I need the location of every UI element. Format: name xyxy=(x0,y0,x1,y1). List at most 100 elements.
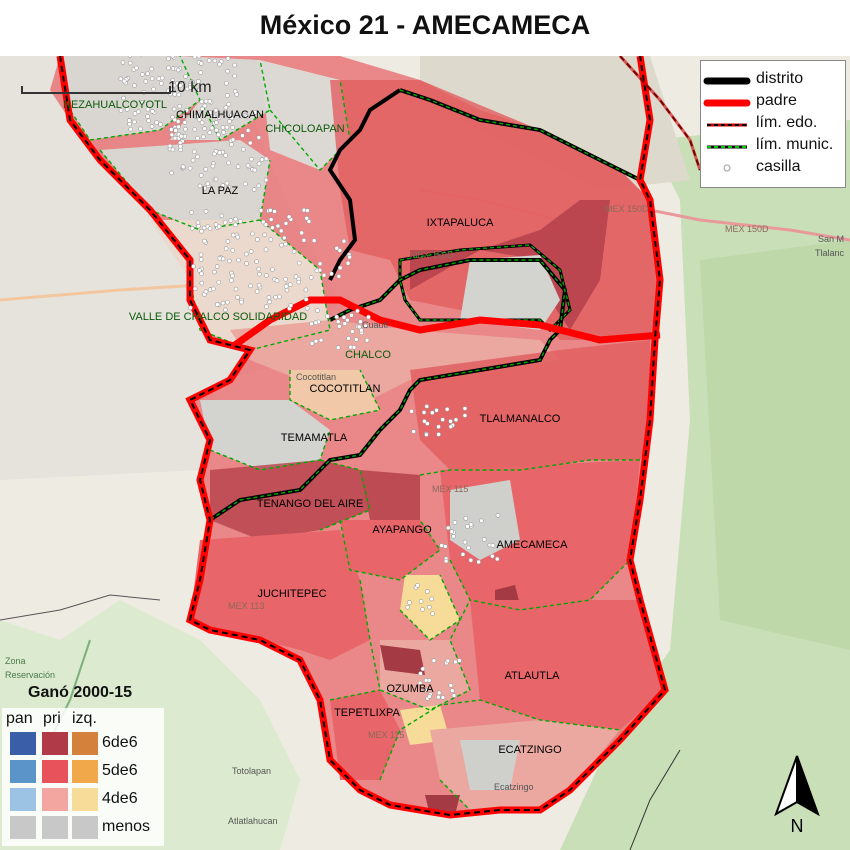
muni-ozumba-dark xyxy=(380,645,425,675)
polling-station-dot xyxy=(126,118,132,123)
label-ozumba: OZUMBA xyxy=(386,683,434,695)
polling-station-dot xyxy=(212,58,218,64)
polling-station-dot xyxy=(139,100,145,105)
polling-station-dot xyxy=(266,295,272,300)
polling-station-dot xyxy=(170,77,176,83)
polling-station-dot xyxy=(193,114,199,119)
polling-station-dot xyxy=(209,125,215,131)
polling-station-dot xyxy=(268,217,274,222)
polling-station-dot xyxy=(145,71,150,76)
polling-station-dot xyxy=(224,93,230,98)
polling-station-dot xyxy=(207,226,213,231)
legend-symbol-casilla xyxy=(723,164,731,172)
polling-station-dot xyxy=(203,289,209,294)
polling-station-dot xyxy=(178,143,183,149)
polling-station-dot xyxy=(202,185,207,191)
polling-station-dot xyxy=(212,269,217,275)
winner-row-menos: menos xyxy=(102,818,151,835)
polling-station-dot xyxy=(453,417,459,423)
polling-station-dot xyxy=(256,282,262,288)
polling-station-dot xyxy=(233,216,238,222)
polling-station-dot xyxy=(240,133,245,138)
polling-station-dot xyxy=(216,224,222,229)
polling-station-dot xyxy=(197,268,202,273)
polling-station-dot xyxy=(216,115,222,120)
polling-station-dot xyxy=(198,61,204,66)
polling-station-dot xyxy=(443,558,449,564)
polling-station-dot xyxy=(202,103,208,109)
polling-station-dot xyxy=(445,525,451,531)
map-title: México 21 - AMECAMECA xyxy=(259,10,591,40)
state-boundary-north-red xyxy=(618,56,702,171)
swatch-izq-6de6 xyxy=(72,732,98,755)
polling-station-dot xyxy=(226,160,231,166)
polling-station-dot xyxy=(245,163,251,168)
polling-station-dot xyxy=(252,167,258,173)
polling-station-dot xyxy=(233,286,239,292)
winner-col-izq: izq. xyxy=(72,710,97,727)
muni-vallechalco xyxy=(150,220,330,350)
polling-station-dot xyxy=(199,280,205,286)
polling-station-dot xyxy=(223,246,229,251)
polling-station-dot xyxy=(436,432,441,437)
polling-station-dot xyxy=(176,124,181,130)
basemap-label-14: MEX 115 xyxy=(368,730,404,740)
polling-station-dot xyxy=(173,128,178,133)
polling-station-dot xyxy=(434,408,439,413)
polling-station-dot xyxy=(196,117,202,122)
polling-station-dot xyxy=(421,410,427,415)
polling-station-dot xyxy=(270,267,275,272)
polling-station-dot xyxy=(149,66,154,72)
polling-station-dot xyxy=(270,225,275,230)
polling-station-dot xyxy=(272,209,277,214)
polling-station-dot xyxy=(216,279,222,285)
polling-station-dot xyxy=(335,345,341,351)
polling-station-dot xyxy=(175,67,181,73)
state-road xyxy=(0,283,201,302)
polling-station-dot xyxy=(183,74,188,79)
polling-station-dot xyxy=(347,254,352,260)
basemap-label-1: MEX 150D xyxy=(725,224,769,234)
polling-station-dot xyxy=(224,180,230,186)
basemap-label-7: Cocotitlan xyxy=(296,372,336,382)
polling-station-dot xyxy=(430,410,435,416)
north-arrow-icon: N xyxy=(774,755,820,836)
polling-station-dot xyxy=(262,232,268,238)
polling-station-dot xyxy=(286,214,292,220)
label-chalco: CHALCO xyxy=(345,349,391,361)
polling-station-dot xyxy=(359,327,364,333)
label-tepetlixpa: TEPETLIXPA xyxy=(334,707,400,719)
polling-station-dot xyxy=(202,126,207,131)
winner-legend-title: Ganó 2000-15 xyxy=(28,684,133,701)
legend-label-lim-edo: lím. edo. xyxy=(756,114,818,131)
polling-station-dot xyxy=(225,56,231,61)
swatch-pri-4de6 xyxy=(42,788,68,811)
label-tlalmanalco: TLALMANALCO xyxy=(480,413,561,425)
polling-station-dot xyxy=(420,607,425,612)
basemap-label-2: MEX 150D xyxy=(410,250,454,260)
parent-boundary xyxy=(56,56,669,819)
muni-tepetlixpa xyxy=(330,690,400,780)
polling-station-dot xyxy=(283,241,288,247)
polling-station-dot xyxy=(230,232,236,238)
polling-station-dot xyxy=(213,222,219,227)
polling-station-dot xyxy=(337,248,343,253)
polling-station-dot xyxy=(425,421,430,426)
polling-station-dot xyxy=(219,213,225,219)
polling-station-dot xyxy=(187,165,193,171)
polling-station-dot xyxy=(427,694,432,699)
polling-station-dot xyxy=(143,79,149,84)
polling-station-dot xyxy=(409,409,414,414)
polling-station-dot xyxy=(138,126,143,132)
polling-station-dot xyxy=(223,105,229,111)
polling-station-dot xyxy=(256,183,261,189)
polling-station-dot xyxy=(151,86,156,92)
polling-station-dot xyxy=(214,127,219,133)
polling-station-dot xyxy=(424,589,430,594)
label-juchitepec: JUCHITEPEC xyxy=(257,588,326,600)
polling-station-dot xyxy=(304,215,309,221)
polling-station-dot xyxy=(411,429,416,434)
polling-station-dot xyxy=(268,237,274,242)
polling-station-dot xyxy=(452,520,458,525)
polling-station-dot xyxy=(197,183,203,189)
